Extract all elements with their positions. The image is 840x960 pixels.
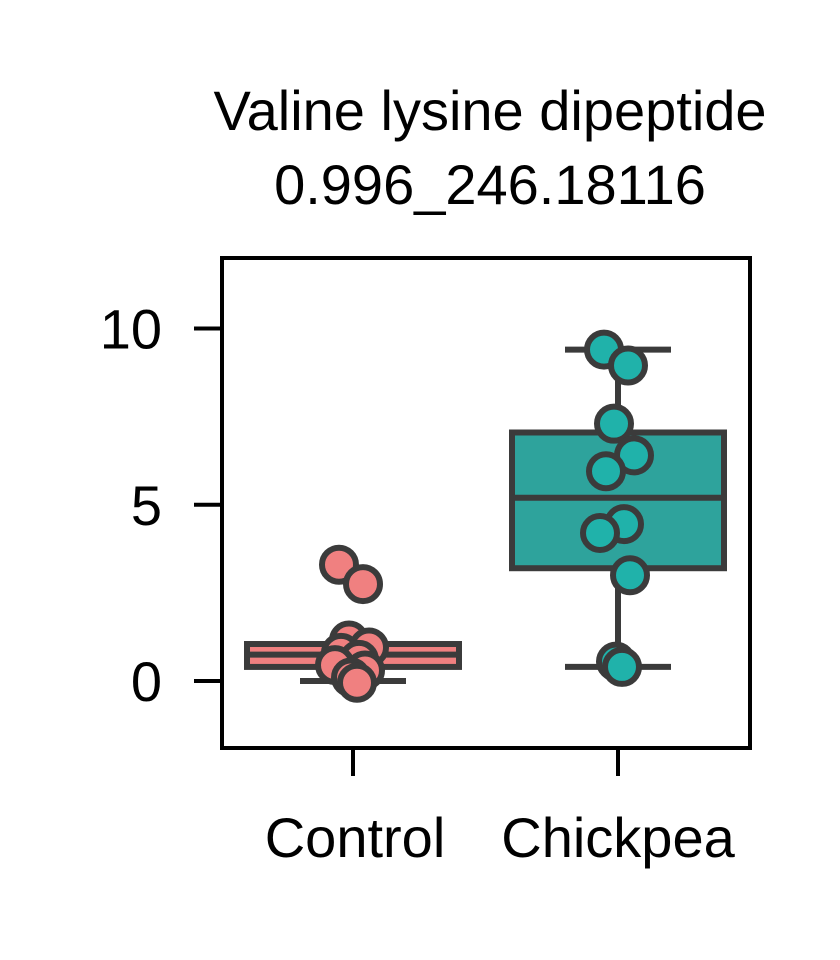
- chart-title: Valine lysine dipeptide: [213, 79, 767, 142]
- chickpea-data-point: [586, 451, 626, 492]
- control-data-point: [343, 564, 383, 605]
- chart-subtitle: 0.996_246.18116: [274, 153, 706, 216]
- y-tick-label: 5: [131, 474, 162, 537]
- x-tick-label: Chickpea: [501, 806, 735, 869]
- chickpea-data-point: [610, 555, 650, 596]
- x-tick-label: Control: [265, 806, 446, 869]
- control-data-point: [337, 662, 377, 703]
- chickpea-data-point: [594, 403, 634, 444]
- chickpea-data-point: [608, 345, 648, 386]
- chickpea-data-point: [602, 646, 642, 687]
- chickpea-data-point: [580, 512, 620, 553]
- y-tick-label: 10: [100, 298, 162, 361]
- y-tick-label: 0: [131, 650, 162, 713]
